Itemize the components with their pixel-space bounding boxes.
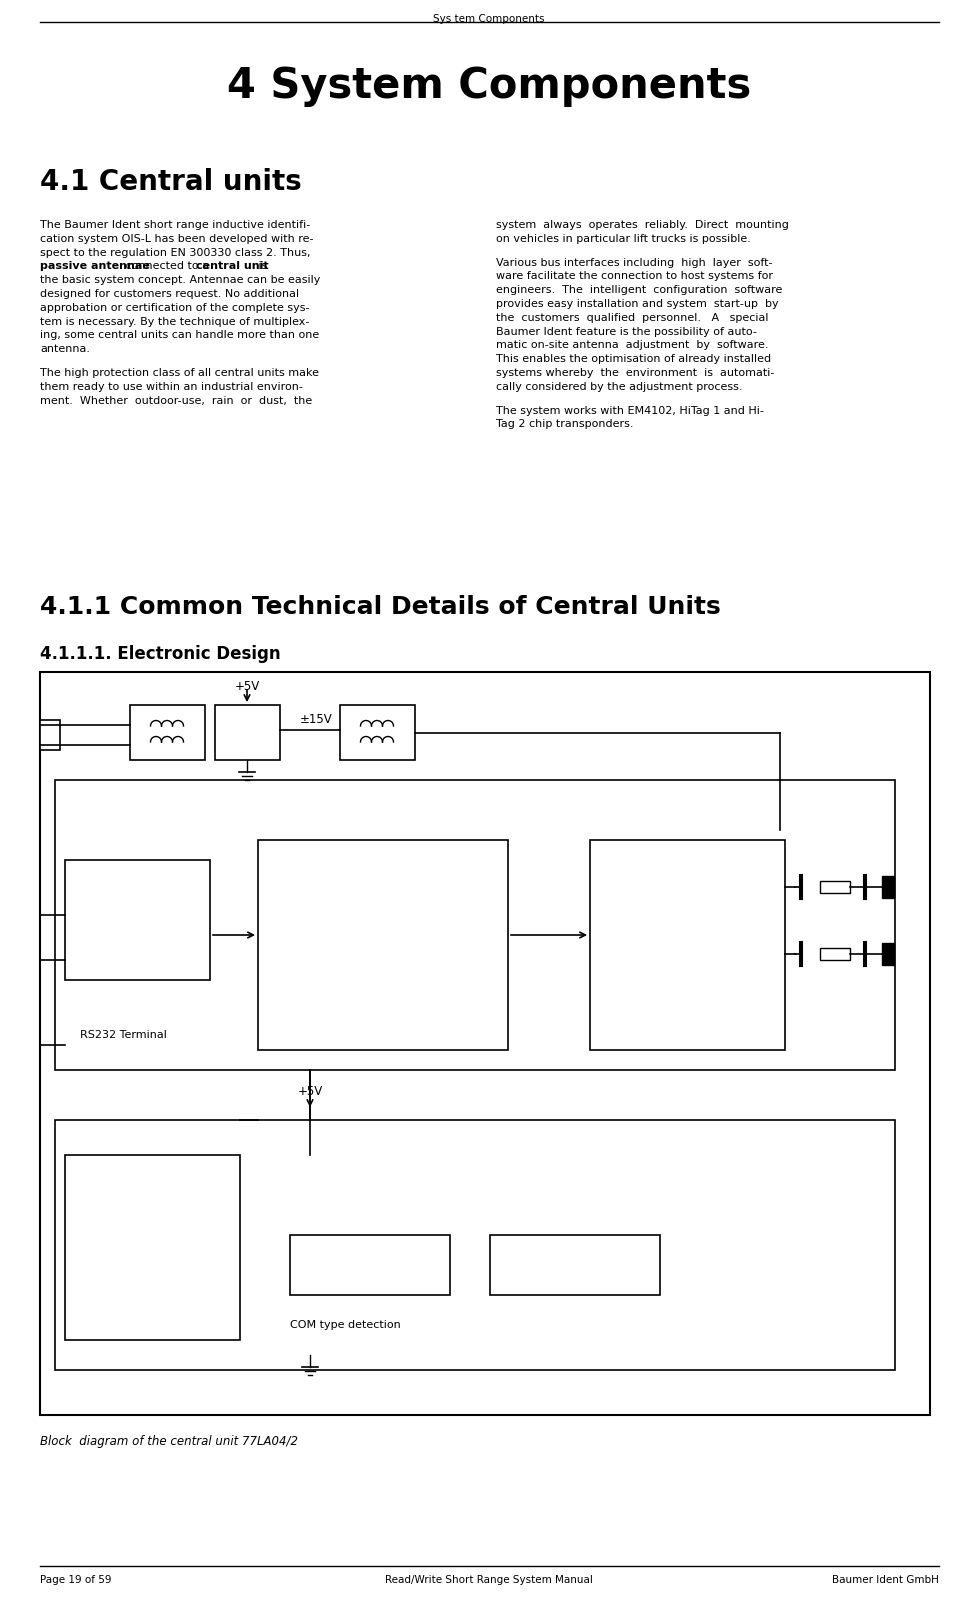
Text: designed for customers request. No additional: designed for customers request. No addit…: [40, 289, 299, 299]
Text: engineers.  The  intelligent  configuration  software: engineers. The intelligent configuration…: [496, 284, 781, 296]
Text: ±15V: ±15V: [299, 713, 333, 725]
Text: 77COM-UART RS232: 77COM-UART RS232: [75, 1194, 189, 1203]
Text: Various bus interfaces including  high  layer  soft-: Various bus interfaces including high la…: [496, 257, 772, 267]
Bar: [881, 943, 893, 965]
Text: 4 System Components: 4 System Components: [227, 66, 750, 107]
Text: is: is: [254, 262, 267, 272]
Text: 4.1.1 Common Technical Details of Central Units: 4.1.1 Common Technical Details of Centra…: [40, 594, 720, 618]
Text: Tag 2 chip transponders.: Tag 2 chip transponders.: [496, 419, 633, 430]
Text: spect to the regulation EN 300330 class 2. Thus,: spect to the regulation EN 300330 class …: [40, 248, 310, 257]
Bar: [339, 705, 415, 761]
Bar: [55, 1120, 894, 1369]
Bar: [65, 1155, 240, 1341]
Text: ware facilitate the connection to host systems for: ware facilitate the connection to host s…: [496, 272, 773, 281]
Text: +5V: +5V: [297, 1085, 323, 1098]
Text: • 2 drivers: • 2 drivers: [603, 901, 663, 912]
Text: Sys tem Components: Sys tem Components: [433, 14, 544, 24]
Text: The system works with EM4102, HiTag 1 and Hi-: The system works with EM4102, HiTag 1 an…: [496, 406, 763, 415]
Text: system  always  operates  reliably.  Direct  mounting: system always operates reliably. Direct …: [496, 221, 788, 230]
Text: 8 DIP switches: 8 DIP switches: [330, 1266, 410, 1275]
Text: DC: DC: [237, 748, 257, 761]
Text: • 2 receivers: • 2 receivers: [603, 916, 675, 925]
Text: COM module: COM module: [75, 1165, 147, 1175]
Text: Watchdog timer: Watchdog timer: [268, 911, 357, 920]
Text: DC: DC: [237, 725, 257, 738]
Text: Baumer Ident GmbH: Baumer Ident GmbH: [831, 1576, 938, 1585]
Text: Optional battery backup: Optional battery backup: [268, 925, 403, 935]
Text: Baumer Ident feature is the possibility of auto-: Baumer Ident feature is the possibility …: [496, 326, 756, 337]
Text: 77COM-DP Profibus-DP: 77COM-DP Profibus-DP: [75, 1179, 201, 1189]
Text: opto-isolated: opto-isolated: [101, 933, 173, 944]
Text: 32KB RAM: 32KB RAM: [268, 884, 325, 893]
Text: Analogue inter-: Analogue inter-: [600, 860, 685, 869]
Bar: [490, 1235, 659, 1294]
Bar: [590, 841, 784, 1050]
Text: +5V: +5V: [234, 681, 259, 694]
Bar: [40, 673, 929, 1414]
Text: approbation or certification of the complete sys-: approbation or certification of the comp…: [40, 302, 309, 313]
Bar: [65, 860, 210, 980]
Text: systems whereby  the  environment  is  automati-: systems whereby the environment is autom…: [496, 368, 774, 379]
Text: ing, some central units can handle more than one: ing, some central units can handle more …: [40, 331, 319, 340]
Text: connected to a: connected to a: [122, 262, 212, 272]
Text: cation system OIS-L has been developed with re-: cation system OIS-L has been developed w…: [40, 233, 313, 244]
Text: them ready to use within an industrial environ-: them ready to use within an industrial e…: [40, 382, 302, 392]
Text: ment.  Whether  outdoor-use,  rain  or  dust,  the: ment. Whether outdoor-use, rain or dust,…: [40, 396, 312, 406]
Bar: [820, 880, 849, 893]
Text: tem is necessary. By the technique of multiplex-: tem is necessary. By the technique of mu…: [40, 316, 309, 326]
Bar: [40, 721, 60, 749]
Text: This enables the optimisation of already installed: This enables the optimisation of already…: [496, 355, 771, 364]
Text: 64KB Flash: 64KB Flash: [268, 869, 330, 879]
Bar: [55, 780, 894, 1071]
Text: Page 19 of 59: Page 19 of 59: [40, 1576, 111, 1585]
Text: CPU 80C515-L24N: CPU 80C515-L24N: [268, 855, 370, 865]
Bar: [820, 948, 849, 960]
Text: Read/Write Short Range System Manual: Read/Write Short Range System Manual: [384, 1576, 593, 1585]
Text: the basic system concept. Antennae can be easily: the basic system concept. Antennae can b…: [40, 275, 320, 284]
Text: on vehicles in particular lift trucks is possible.: on vehicles in particular lift trucks is…: [496, 233, 750, 244]
Text: The Baumer Ident short range inductive identifi-: The Baumer Ident short range inductive i…: [40, 221, 310, 230]
Text: Digital IO: Digital IO: [111, 920, 162, 930]
Text: 4.1.1.1. Electronic Design: 4.1.1.1. Electronic Design: [40, 646, 281, 663]
Text: RS232 Terminal: RS232 Terminal: [80, 1031, 166, 1040]
Text: the  customers  qualified  personnel.   A   special: the customers qualified personnel. A spe…: [496, 313, 768, 323]
Text: Block  diagram of the central unit 77LA04/2: Block diagram of the central unit 77LA04…: [40, 1435, 297, 1448]
Text: • 2 antennae: • 2 antennae: [603, 888, 677, 898]
Text: 5 Status LEDs: 5 Status LEDs: [536, 1266, 613, 1275]
Text: provides easy installation and system  start-up  by: provides easy installation and system st…: [496, 299, 778, 308]
Text: central unit: central unit: [196, 262, 268, 272]
Text: passive antennae: passive antennae: [40, 262, 150, 272]
Text: /: /: [244, 738, 249, 751]
Text: matic on-site antenna  adjustment  by  software.: matic on-site antenna adjustment by soft…: [496, 340, 768, 350]
Text: 4.1 Central units: 4.1 Central units: [40, 168, 301, 197]
Text: The high protection class of all central units make: The high protection class of all central…: [40, 368, 319, 379]
Bar: [881, 876, 893, 898]
Bar: [215, 705, 280, 761]
Text: face for:: face for:: [600, 874, 645, 884]
Bar: [289, 1235, 450, 1294]
Bar: [258, 841, 508, 1050]
Text: /RS422: /RS422: [75, 1206, 147, 1218]
Text: cally considered by the adjustment process.: cally considered by the adjustment proce…: [496, 382, 741, 392]
Bar: [130, 705, 204, 761]
Text: antenna.: antenna.: [40, 344, 90, 355]
Text: COM type detection: COM type detection: [289, 1320, 400, 1330]
Text: 77COM-IBS Interbus-S: 77COM-IBS Interbus-S: [75, 1221, 198, 1230]
Text: 256Byte EEPROM: 256Byte EEPROM: [268, 896, 365, 908]
